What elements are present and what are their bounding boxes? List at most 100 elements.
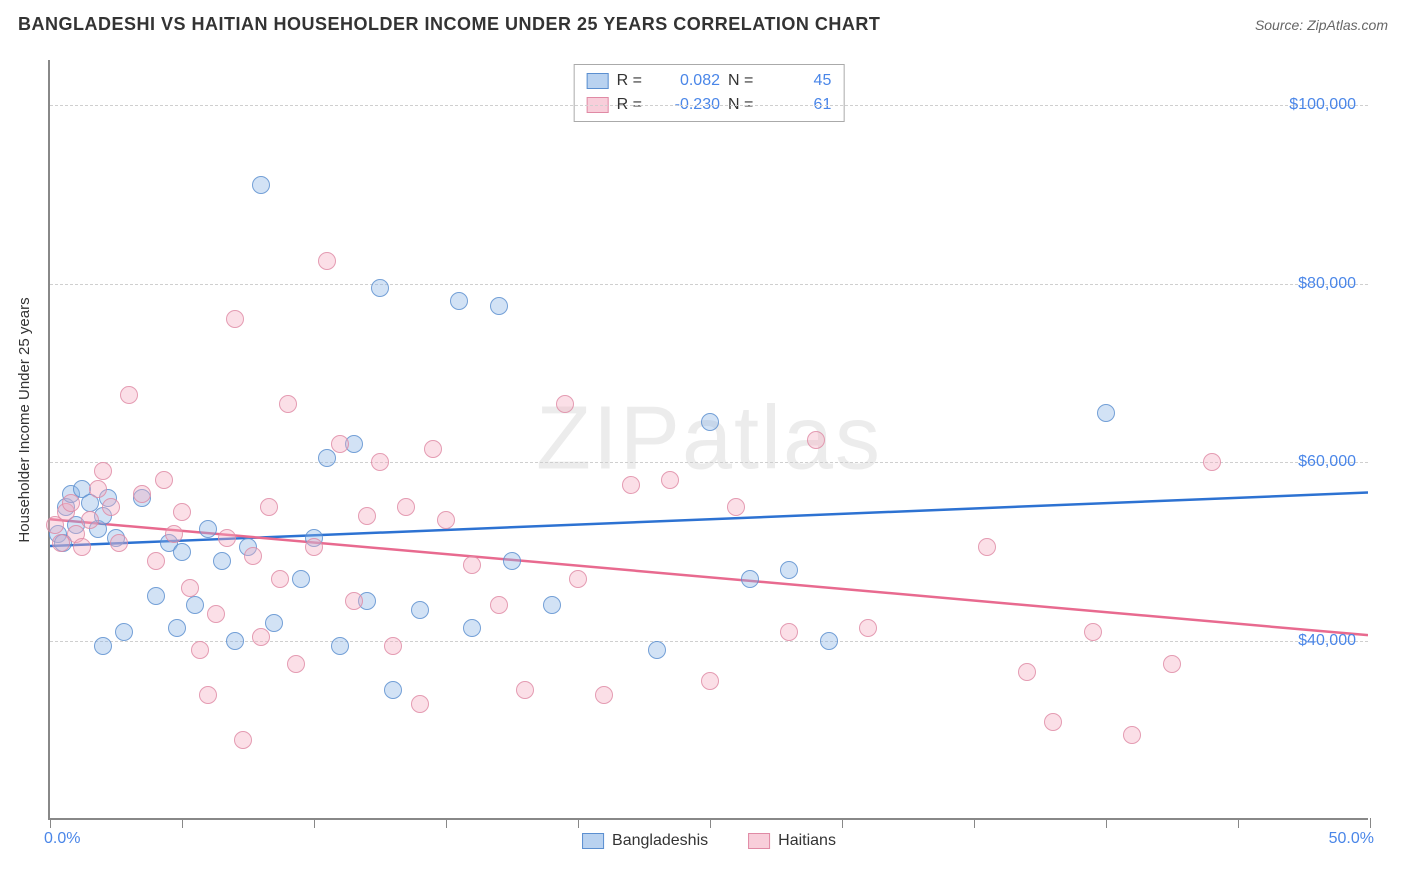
scatter-point — [226, 632, 244, 650]
scatter-point — [543, 596, 561, 614]
x-tick — [710, 818, 711, 828]
scatter-point — [186, 596, 204, 614]
scatter-point — [1018, 663, 1036, 681]
scatter-point — [1084, 623, 1102, 641]
scatter-point — [292, 570, 310, 588]
scatter-point — [94, 637, 112, 655]
scatter-point — [358, 507, 376, 525]
gridline — [50, 462, 1368, 463]
scatter-point — [701, 672, 719, 690]
scatter-point — [595, 686, 613, 704]
scatter-point — [424, 440, 442, 458]
y-tick-label: $80,000 — [1298, 275, 1356, 293]
scatter-point — [133, 485, 151, 503]
scatter-point — [94, 462, 112, 480]
y-tick-label: $40,000 — [1298, 632, 1356, 650]
scatter-point — [191, 641, 209, 659]
x-axis-max-label: 50.0% — [1329, 830, 1374, 848]
scatter-point — [181, 579, 199, 597]
scatter-point — [213, 552, 231, 570]
scatter-point — [516, 681, 534, 699]
trendline — [50, 519, 1368, 635]
scatter-point — [661, 471, 679, 489]
scatter-point — [741, 570, 759, 588]
scatter-point — [411, 695, 429, 713]
scatter-point — [807, 431, 825, 449]
scatter-point — [73, 538, 91, 556]
correlation-stats-box: R = 0.082 N = 45 R = -0.230 N = 61 — [574, 64, 845, 122]
r-value-bangladeshis: 0.082 — [650, 69, 720, 93]
scatter-point — [287, 655, 305, 673]
scatter-point — [437, 511, 455, 529]
scatter-point — [252, 628, 270, 646]
legend-label-bangladeshis: Bangladeshis — [612, 832, 708, 850]
scatter-point — [244, 547, 262, 565]
chart-title: BANGLADESHI VS HAITIAN HOUSEHOLDER INCOM… — [18, 14, 880, 35]
scatter-point — [62, 494, 80, 512]
scatter-plot-area: ZIPatlas R = 0.082 N = 45 R = -0.230 N =… — [48, 60, 1368, 820]
scatter-point — [978, 538, 996, 556]
scatter-point — [173, 503, 191, 521]
gridline — [50, 284, 1368, 285]
scatter-point — [155, 471, 173, 489]
scatter-point — [147, 552, 165, 570]
scatter-point — [569, 570, 587, 588]
scatter-point — [199, 520, 217, 538]
scatter-point — [318, 449, 336, 467]
scatter-point — [120, 386, 138, 404]
x-axis-min-label: 0.0% — [44, 830, 80, 848]
scatter-point — [147, 587, 165, 605]
scatter-point — [345, 592, 363, 610]
scatter-point — [89, 480, 107, 498]
scatter-point — [463, 619, 481, 637]
watermark-text: ZIPatlas — [536, 388, 882, 491]
scatter-point — [397, 498, 415, 516]
y-axis-label: Householder Income Under 25 years — [16, 297, 33, 542]
y-tick-label: $60,000 — [1298, 453, 1356, 471]
x-tick — [182, 818, 183, 828]
x-tick — [974, 818, 975, 828]
scatter-point — [384, 637, 402, 655]
x-tick — [314, 818, 315, 828]
scatter-point — [252, 176, 270, 194]
scatter-point — [218, 529, 236, 547]
scatter-point — [115, 623, 133, 641]
scatter-point — [701, 413, 719, 431]
scatter-point — [780, 623, 798, 641]
x-tick — [1106, 818, 1107, 828]
scatter-point — [173, 543, 191, 561]
x-tick — [1238, 818, 1239, 828]
scatter-point — [260, 498, 278, 516]
scatter-point — [207, 605, 225, 623]
bottom-legend: Bangladeshis Haitians — [582, 832, 836, 850]
scatter-point — [1123, 726, 1141, 744]
scatter-point — [168, 619, 186, 637]
scatter-point — [820, 632, 838, 650]
scatter-point — [490, 297, 508, 315]
scatter-point — [556, 395, 574, 413]
scatter-point — [371, 279, 389, 297]
scatter-point — [199, 686, 217, 704]
scatter-point — [279, 395, 297, 413]
scatter-point — [305, 538, 323, 556]
y-tick-label: $100,000 — [1289, 96, 1356, 114]
scatter-point — [165, 525, 183, 543]
scatter-point — [384, 681, 402, 699]
x-tick — [446, 818, 447, 828]
scatter-point — [331, 637, 349, 655]
x-tick — [842, 818, 843, 828]
legend-item-haitians: Haitians — [748, 832, 836, 850]
scatter-point — [331, 435, 349, 453]
scatter-point — [318, 252, 336, 270]
gridline — [50, 105, 1368, 106]
scatter-point — [1044, 713, 1062, 731]
source-attribution: Source: ZipAtlas.com — [1255, 17, 1388, 33]
scatter-point — [411, 601, 429, 619]
scatter-point — [110, 534, 128, 552]
scatter-point — [780, 561, 798, 579]
scatter-point — [727, 498, 745, 516]
scatter-point — [450, 292, 468, 310]
scatter-point — [622, 476, 640, 494]
scatter-point — [226, 310, 244, 328]
swatch-blue-icon — [582, 833, 604, 849]
